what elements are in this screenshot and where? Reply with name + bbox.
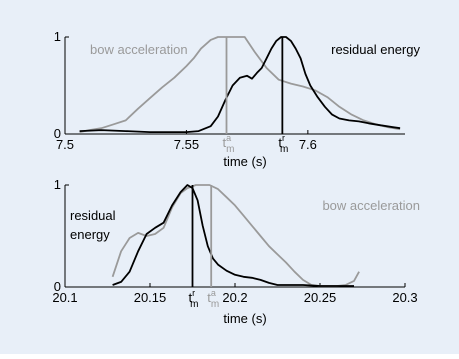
chart-2-x-tick-label: 20.2 bbox=[222, 290, 247, 305]
chart-1-x-axis-label: time (s) bbox=[223, 154, 266, 169]
chart-1-x-tick-label: 7.55 bbox=[174, 137, 199, 152]
chart-2-annotation: bow acceleration bbox=[322, 198, 420, 213]
chart-1-peak-label-a: ta m bbox=[223, 133, 235, 155]
chart-panel-1: 7.5 7.55 7.6 0 1 ta m tr m bow acceleration residu… bbox=[54, 29, 421, 169]
chart-2-x-tick-label: 20.3 bbox=[392, 290, 417, 305]
chart-2-peak-label-r: tr m bbox=[189, 288, 199, 310]
chart-2-annotation: residual bbox=[70, 208, 116, 223]
chart-1-series-residual-energy bbox=[79, 36, 401, 133]
chart-panel-2: 20.1 20.15 20.2 20.25 20.3 0 1 tr m ta m residual en… bbox=[52, 177, 420, 326]
chart-1-annotation: residual energy bbox=[331, 42, 420, 57]
chart-2-y-tick-label: 0 bbox=[54, 279, 61, 294]
chart-2-annotation: energy bbox=[70, 227, 110, 242]
chart-1-series-bow-acceleration bbox=[79, 36, 401, 133]
chart-1-x-tick-label: 7.6 bbox=[299, 137, 317, 152]
chart-1-y-tick-label: 0 bbox=[54, 126, 61, 141]
chart-2-x-tick-label: 20.25 bbox=[304, 290, 337, 305]
chart-2-x-tick-label: 20.1 bbox=[52, 290, 77, 305]
chart-1-y-tick-label: 1 bbox=[54, 29, 61, 44]
chart-1-annotation: bow acceleration bbox=[90, 42, 188, 57]
chart-2-series-residual-energy bbox=[112, 184, 354, 287]
chart-2-y-tick-label: 1 bbox=[54, 177, 61, 192]
chart-2-peak-label-a: ta m bbox=[207, 288, 219, 310]
chart-1-x-tick-label: 7.5 bbox=[56, 137, 74, 152]
chart-1-peak-label-r: tr m bbox=[278, 133, 288, 155]
chart-2-x-tick-label: 20.15 bbox=[134, 290, 167, 305]
chart-2-x-axis-label: time (s) bbox=[223, 311, 266, 326]
